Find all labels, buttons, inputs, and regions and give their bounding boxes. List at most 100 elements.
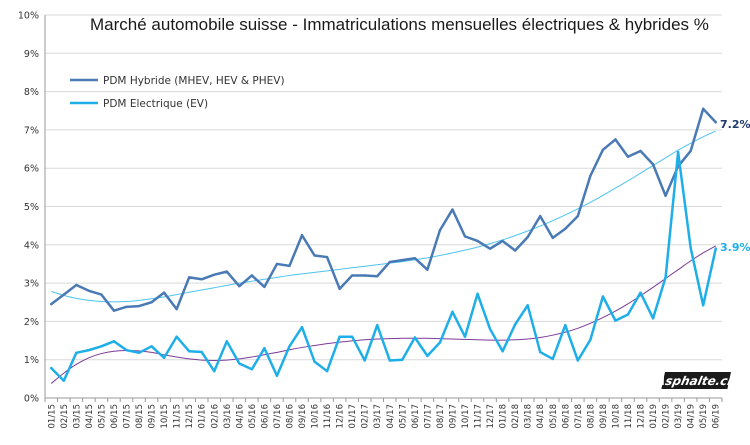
data-point-hybride-15 [238,284,241,288]
data-point-hybride-39 [539,214,542,218]
data-point-hybride-1 [62,293,66,296]
x-tick-label-5: 06/15 [110,404,120,429]
data-point-electrique-9 [162,356,166,359]
data-point-hybride-38 [526,235,529,239]
x-tick-label-50: 03/19 [674,404,684,429]
data-point-hybride-45 [614,138,617,141]
data-point-electrique-26 [376,324,379,327]
data-point-hybride-13 [213,273,216,276]
y-tick-label-0: 0% [24,394,39,405]
data-point-electrique-7 [137,351,141,355]
data-point-hybride-53 [714,121,717,124]
x-axis-ticks: 01/15 02/15 03/15 04/15 05/15 06/15 07/15 08/15… [47,404,721,429]
data-point-electrique-33 [463,335,467,338]
x-tick-label-49: 02/19 [662,404,672,429]
x-tick-label-3: 04/15 [85,404,95,429]
x-tick-label-27: 04/17 [386,404,396,429]
x-tick-label-52: 05/19 [699,404,709,429]
data-point-electrique-3 [87,348,91,352]
end-label-electrique: 3.9% [720,241,750,254]
data-point-electrique-19 [288,345,291,348]
x-tick-label-47: 12/18 [637,404,647,429]
data-point-electrique-1 [62,379,66,382]
data-point-electrique-18 [275,374,279,377]
x-tick-label-6: 07/15 [122,404,132,429]
data-point-hybride-31 [438,229,442,232]
data-point-electrique-24 [350,335,354,338]
x-tick-label-8: 09/15 [148,404,158,429]
x-tick-label-19: 08/16 [285,404,295,429]
data-point-electrique-43 [589,338,592,341]
data-point-hybride-28 [401,258,404,262]
data-point-hybride-44 [601,148,605,152]
x-tick-label-38: 03/18 [524,404,534,429]
trendline-electrique [50,245,716,384]
data-point-electrique-20 [300,325,304,329]
data-point-hybride-12 [200,278,203,281]
y-tick-label-6: 6% [24,164,39,175]
y-tick-label-3: 3% [24,279,39,290]
data-point-electrique-29 [413,336,417,339]
x-tick-label-20: 09/16 [298,404,308,429]
data-point-hybride-21 [313,254,316,257]
data-point-electrique-30 [426,354,429,358]
data-point-electrique-2 [75,351,78,355]
x-tick-label-36: 01/18 [499,404,509,429]
x-tick-label-39: 04/18 [536,404,546,429]
data-point-hybride-20 [300,234,304,237]
data-point-hybride-16 [250,274,254,277]
chart-title: Marché automobile suisse - Immatriculati… [90,15,709,34]
data-point-hybride-11 [187,276,191,279]
x-tick-label-32: 09/17 [448,404,458,429]
data-point-hybride-37 [513,249,517,252]
x-tick-label-37: 02/18 [511,404,521,429]
data-point-hybride-43 [589,174,592,178]
data-point-hybride-4 [100,293,103,296]
data-point-electrique-38 [526,304,529,307]
data-point-electrique-42 [576,359,580,362]
data-point-hybride-52 [701,107,705,111]
data-point-hybride-34 [476,239,479,243]
data-point-electrique-12 [200,350,203,354]
data-point-hybride-47 [639,149,642,153]
data-point-electrique-37 [513,323,517,326]
data-point-hybride-33 [463,235,467,238]
x-tick-label-14: 03/16 [223,404,233,429]
y-axis-ticks: 0% 1% 2% 3% 4% 5% 6% 7% 8% 9% 10% [18,11,39,405]
trendlines [50,130,716,384]
x-tick-label-34: 11/17 [474,404,484,429]
x-tick-label-10: 11/15 [173,404,183,429]
watermark-text: Asphalte.ch [654,374,738,388]
trendline-hybride [51,130,716,303]
legend-label-hybride: PDM Hybride (MHEV, HEV & PHEV) [103,75,285,87]
y-tick-label-10: 10% [18,11,39,22]
y-tick-label-8: 8% [24,87,39,98]
data-point-hybride-14 [225,270,228,273]
data-point-hybride-0 [50,302,53,306]
series-points-electrique [50,150,717,382]
y-tick-label-1: 1% [24,355,39,366]
legend: PDM Hybride (MHEV, HEV & PHEV) PDM Elect… [70,75,285,110]
data-point-hybride-29 [413,257,417,260]
x-tick-label-42: 07/18 [574,404,584,429]
data-point-electrique-51 [689,246,692,250]
series-line-hybride [50,107,717,312]
data-point-hybride-32 [451,208,454,211]
data-point-electrique-34 [476,292,479,296]
data-point-hybride-25 [363,274,366,277]
x-tick-label-41: 06/18 [561,404,571,429]
x-tick-label-15: 04/16 [235,404,245,429]
watermark: Asphalte.ch [654,372,738,389]
data-point-electrique-36 [501,350,504,353]
data-point-electrique-53 [714,247,717,250]
x-tick-label-12: 01/16 [198,404,208,429]
x-tick-label-53: 06/19 [712,404,722,429]
data-point-electrique-5 [112,340,116,343]
x-tick-label-16: 05/16 [248,404,258,429]
data-point-electrique-10 [175,335,178,338]
data-point-electrique-22 [325,369,329,373]
watermark-background [661,372,731,389]
data-point-hybride-9 [162,291,166,294]
data-point-electrique-16 [250,368,254,371]
